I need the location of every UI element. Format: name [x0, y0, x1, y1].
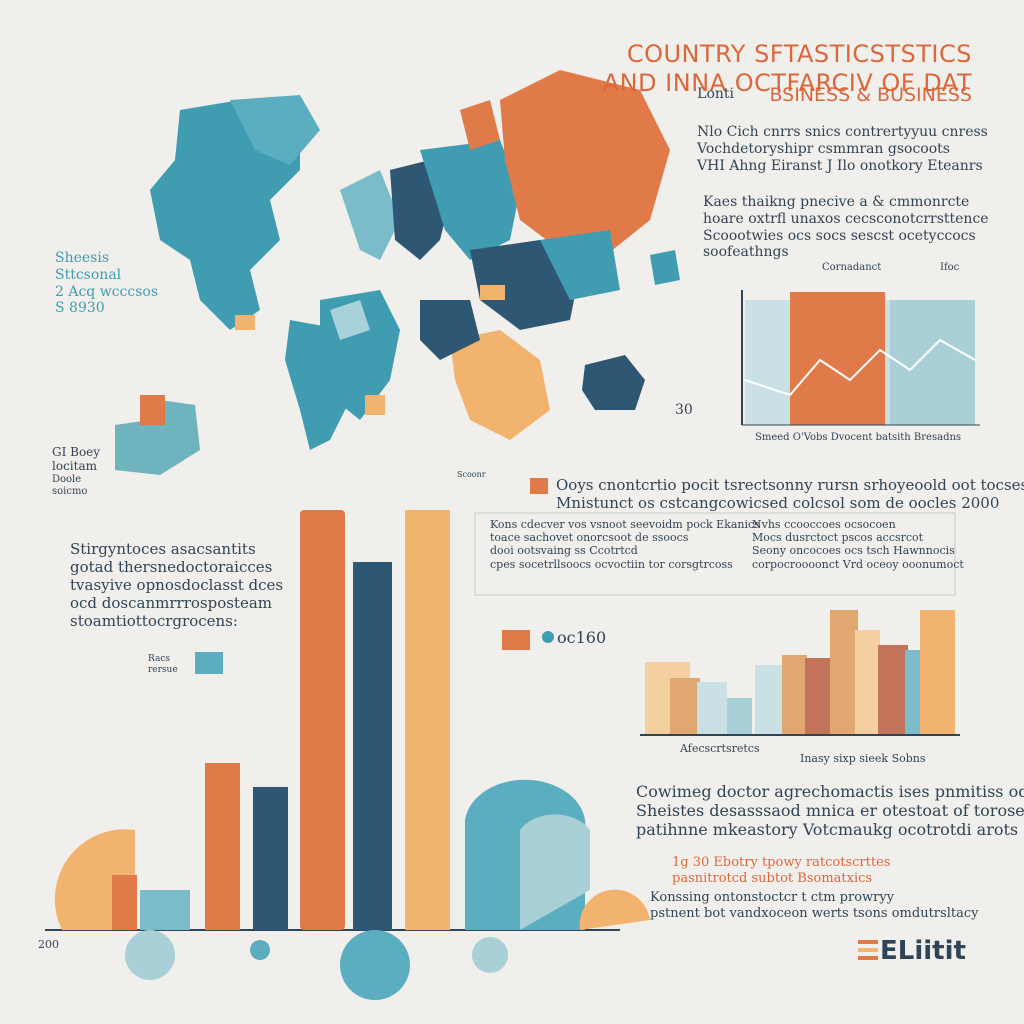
- headline-line: Ooys cnontcrtio pocit tsrectsonny rursn …: [556, 476, 1024, 494]
- title-line: COUNTRY SFTASTICSTSTICS: [626, 40, 972, 68]
- map-label: 2 Acq wcccsos: [55, 283, 159, 300]
- paragraph-line: Sheistes desasssaod mnica er otestoat of…: [636, 801, 1024, 821]
- paragraph-line: ocd doscanmrrrosposteam: [70, 594, 273, 612]
- paragraph-line: stoamtiottocrgrocens:: [70, 612, 238, 630]
- map-label: Sttcsonal: [55, 266, 122, 283]
- map-label: Doole: [52, 473, 82, 485]
- intro-line: hoare oxtrfl unaxos cecsconotcrrsttence: [703, 210, 989, 227]
- box-line: dooi ootsvaing ss Ccotrtcd: [490, 544, 638, 558]
- box-right: Nvhs ccooccoes ocsocoen Mocs dusrctoct p…: [752, 518, 964, 571]
- logo: ELiitit: [880, 936, 966, 966]
- chart-caption: Afecscrtsretcs: [680, 742, 760, 755]
- box-line: Nvhs ccooccoes ocsocoen: [752, 518, 896, 531]
- bottom-paragraph: Cowimeg doctor agrechomactis ises pnmiti…: [636, 782, 1024, 840]
- intro2: Kaes thaikng pnecive a & cmmonrcte hoare…: [703, 194, 989, 261]
- paragraph-line: gotad thersnedoctoraicces: [70, 558, 273, 576]
- headline-line: Mnistunct os cstcangcowicsed colcsol som…: [556, 494, 1000, 512]
- subtitle: BSINESS & BUSINESS: [769, 84, 972, 106]
- map: [115, 70, 680, 475]
- map-label: GI Boey: [52, 445, 101, 459]
- intro-line: Scoootwies ocs socs sescst ocetyccocs: [703, 227, 976, 244]
- bottom-note-highlight: 1g 30 Ebotry tpowy ratcotscrttes pasnitr…: [672, 855, 890, 886]
- bottom-note: Konssing ontonstoctcr t ctm prowryy pstn…: [650, 890, 978, 921]
- box-line: cpes socetrllsoocs ocvoctiin tor corsgtr…: [490, 557, 733, 571]
- paragraph-line: patihnne mkeastory Votcmaukg ocotrotdi a…: [636, 820, 1019, 840]
- legend-label: oc160: [557, 628, 607, 647]
- box-line: Kons cdecver vos vsnoot seevoidm pock Ek…: [490, 518, 760, 531]
- intro-line: Nlo Cich cnrrs snics contrertyyuu cnress: [697, 124, 988, 140]
- text-box: [474, 512, 956, 596]
- title-line: AND INNA OCTFARCIV OF DAT: [602, 68, 972, 97]
- note-line: pstnent bot vandxoceon werts tsons omdut…: [650, 905, 979, 921]
- map-label: Scoonr: [457, 470, 486, 479]
- paragraph-line: Stirgyntoces asacsantits: [70, 540, 256, 558]
- legend-label: Cornadanct: [822, 262, 882, 273]
- map-label-block: GI Boey locitam Doole soicmo: [52, 445, 100, 498]
- legend-label: Ifoc: [940, 262, 960, 273]
- middle-headline: Ooys cnontcrtio pocit tsrectsonny rursn …: [556, 476, 1024, 512]
- side-label: 30: [675, 402, 693, 418]
- note-line: pasnitrotcd subtot Bsomatxics: [672, 870, 873, 886]
- paragraph-line: Cowimeg doctor agrechomactis ises pnmiti…: [636, 782, 1024, 801]
- chart-caption: Smeed O'Vobs Dvocent batsith Bresadns: [755, 432, 962, 443]
- right-bars: [640, 610, 960, 736]
- map-label-block: Sheesis Sttcsonal 2 Acq wcccsos S 8930: [55, 250, 158, 317]
- intro-line: Vochdetoryshipr csmmran gsocoots: [697, 140, 950, 157]
- map-label: S 8930: [55, 300, 105, 317]
- box-line: toace sachovet onorcsoot de ssoocs: [490, 531, 689, 545]
- left-legend: Racs rersue: [148, 654, 178, 676]
- main-bars: [45, 510, 650, 1000]
- box-line: Seony oncocoes ocs tsch Hawnnocis: [752, 544, 955, 558]
- kicker: Lonti: [697, 86, 734, 102]
- legend-label: rersue: [148, 664, 178, 675]
- box-line: corpocroooonct Vrd oceoy ooonumoct: [752, 557, 964, 571]
- top-chart: [741, 290, 980, 426]
- note-line: Konssing ontonstoctcr t ctm prowryy: [650, 890, 895, 905]
- axis-label: 200: [38, 938, 59, 951]
- paragraph-line: tvasyive opnosdoclasst dces: [70, 576, 284, 594]
- intro-line: VHI Ahng Eiranst J Ilo onotkory Eteanrs: [697, 157, 983, 174]
- title: COUNTRY SFTASTICSTSTICS AND INNA OCTFARC…: [603, 40, 972, 98]
- box-line: Mocs dusrctoct pscos accsrcot: [752, 531, 924, 545]
- map-label: Sheesis: [55, 250, 110, 266]
- note-line: 1g 30 Ebotry tpowy ratcotscrttes: [672, 855, 891, 870]
- left-paragraph: Stirgyntoces asacsantits gotad thersnedo…: [70, 540, 283, 630]
- legend-label: Racs: [148, 654, 171, 664]
- chart-caption: Inasy sixp sieek Sobns: [800, 752, 926, 765]
- intro: Nlo Cich cnrrs snics contrertyyuu cnress…: [697, 124, 988, 174]
- intro-line: soofeathngs: [703, 244, 789, 261]
- map-label: locitam: [52, 459, 97, 474]
- map-label: soicmo: [52, 485, 88, 497]
- box-left: Kons cdecver vos vsnoot seevoidm pock Ek…: [490, 518, 760, 571]
- intro-line: Kaes thaikng pnecive a & cmmonrcte: [703, 194, 970, 210]
